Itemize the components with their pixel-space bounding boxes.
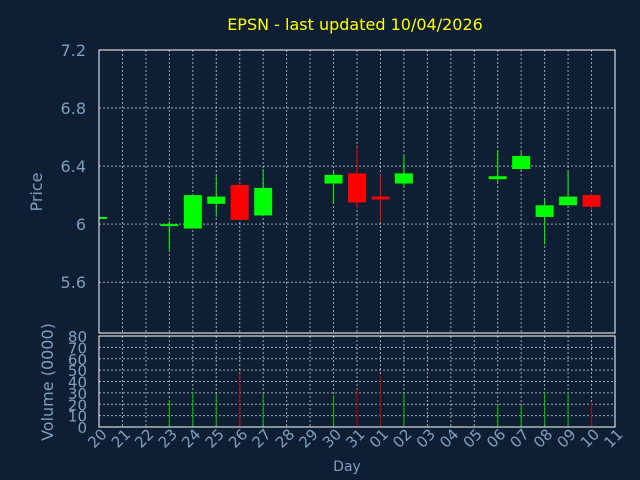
volume-y-axis-label: Volume (0000): [38, 323, 57, 441]
candle-body: [183, 195, 202, 229]
volume-y-tick-label: 60: [68, 351, 87, 369]
price-y-tick-label: 6.8: [61, 99, 86, 118]
candle-body: [207, 196, 226, 204]
volume-y-tick-label: 50: [68, 362, 87, 380]
candle-body: [324, 174, 343, 184]
candle-body: [394, 173, 413, 184]
price-y-tick-label: 6: [76, 215, 86, 234]
x-axis-label: Day: [333, 459, 361, 475]
chart-title: EPSN - last updated 10/04/2026: [227, 15, 483, 34]
volume-y-tick-label: 70: [68, 339, 87, 357]
price-y-tick-label: 7.2: [61, 41, 86, 60]
price-y-tick-label: 5.6: [61, 273, 86, 292]
volume-plot-frame: [98, 335, 616, 428]
price-y-tick-label: 6.4: [61, 157, 86, 176]
volume-bars: [168, 373, 593, 427]
candle-body: [371, 196, 390, 200]
candle-body: [230, 184, 249, 220]
volume-y-tick-label: 40: [68, 374, 87, 392]
candle-body: [535, 205, 554, 217]
candle-body: [512, 155, 531, 170]
candle-body: [348, 173, 366, 203]
x-ticks: 2021222324252627282930310102030405060708…: [84, 425, 626, 451]
candle-body: [582, 195, 601, 207]
candle-body: [488, 176, 507, 180]
price-y-ticks: 5.6 6 6.4 6.8 7.2: [61, 41, 86, 292]
price-y-axis-label: Price: [27, 172, 46, 211]
price-candles: [98, 147, 601, 251]
volume-y-tick-label: 80: [68, 328, 87, 346]
candle-body: [160, 224, 179, 227]
price-plot-frame: [98, 49, 616, 334]
volume-y-tick-label: 20: [68, 396, 87, 414]
candle-body: [559, 196, 578, 206]
candle-body: [99, 216, 107, 219]
volume-y-tick-label: 30: [68, 385, 87, 403]
volume-y-tick-label: 10: [68, 408, 87, 426]
candle-body: [254, 187, 273, 216]
volume-y-tick-label: 0: [77, 419, 87, 437]
